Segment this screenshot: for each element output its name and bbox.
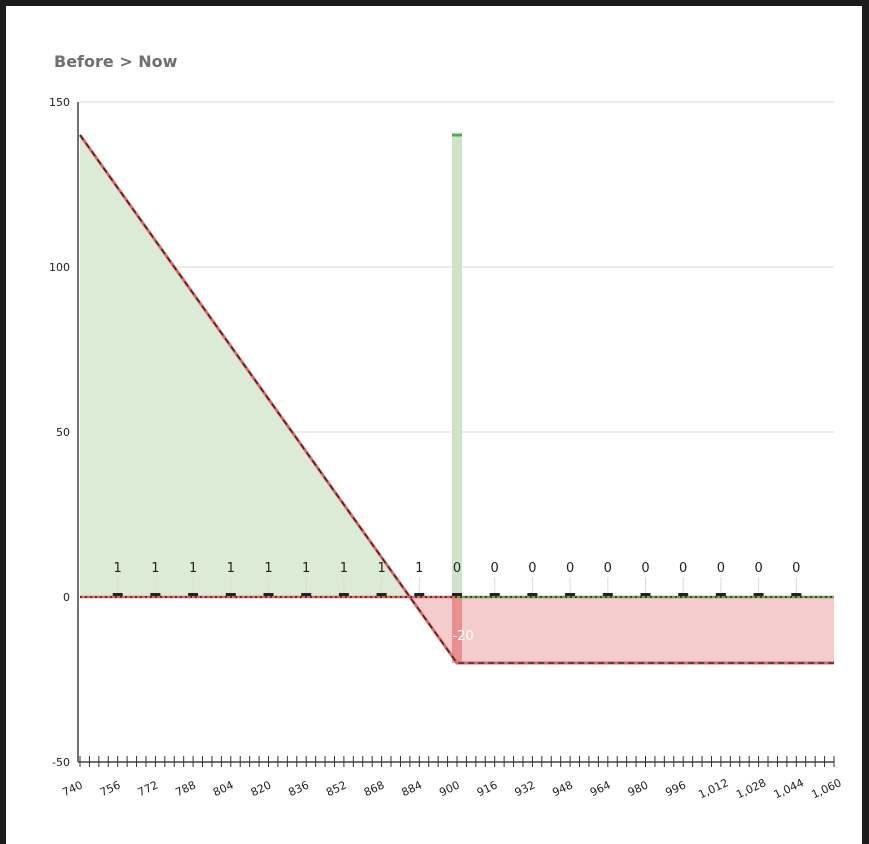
y-tick-label: 100 [49, 261, 70, 274]
count-label: 0 [792, 561, 800, 576]
count-marker [112, 593, 123, 596]
x-tick-label: 756 [98, 778, 123, 799]
x-tick-label: 868 [362, 778, 387, 799]
x-tick-label: 884 [400, 778, 425, 799]
count-marker [338, 593, 349, 596]
count-label: 1 [377, 561, 385, 576]
loss-annotation: -20 [452, 629, 473, 644]
count-marker [188, 593, 199, 596]
x-tick-label: 740 [60, 778, 85, 799]
x-tick-label: 932 [513, 778, 538, 799]
count-label: 0 [604, 561, 612, 576]
count-label: 0 [453, 561, 461, 576]
chart-title: Before > Now [54, 52, 178, 71]
x-tick-label: 916 [475, 778, 500, 799]
count-label: 0 [679, 561, 687, 576]
x-tick-label: 820 [249, 778, 274, 799]
count-label: 0 [491, 561, 499, 576]
count-label: 1 [264, 561, 272, 576]
x-tick-label: 996 [663, 778, 688, 799]
count-label: 1 [114, 561, 122, 576]
count-label: 0 [566, 561, 574, 576]
spike-bar [452, 135, 462, 597]
count-marker [414, 593, 425, 596]
count-marker [565, 593, 576, 596]
count-marker [225, 593, 236, 596]
count-marker [263, 593, 274, 596]
x-tick-label: 852 [324, 778, 349, 799]
count-marker [489, 593, 500, 596]
count-label: 0 [528, 561, 536, 576]
count-marker [791, 593, 802, 596]
x-tick-label: 980 [626, 778, 651, 799]
count-marker [678, 593, 689, 596]
x-tick-label: 788 [173, 778, 198, 799]
axis-layer [77, 102, 835, 767]
count-label: 1 [340, 561, 348, 576]
x-tick-label: 772 [136, 778, 161, 799]
count-label: 0 [754, 561, 762, 576]
y-tick-label: 0 [63, 591, 70, 604]
x-tick-label: 900 [437, 778, 462, 799]
count-label: 0 [717, 561, 725, 576]
x-tick-label: 1,028 [734, 776, 768, 801]
count-marker [150, 593, 161, 596]
count-marker [376, 593, 387, 596]
x-tick-label: 964 [588, 778, 613, 799]
count-marker [640, 593, 651, 596]
x-tick-label: 804 [211, 778, 236, 799]
count-marker [753, 593, 764, 596]
x-tick-label: 948 [550, 778, 575, 799]
payoff-line-dash [79, 134, 834, 664]
line-layer [78, 134, 834, 665]
x-tick-label: 1,060 [809, 776, 843, 801]
x-tick-label: 1,012 [696, 776, 730, 801]
count-label: 1 [151, 561, 159, 576]
count-marker [527, 593, 538, 596]
loss-bar [452, 597, 462, 663]
y-tick-label: 50 [56, 426, 70, 439]
count-label: 0 [641, 561, 649, 576]
x-tick-label: 1,044 [772, 776, 806, 801]
count-label: 1 [189, 561, 197, 576]
count-marker [452, 593, 462, 596]
count-label: 1 [227, 561, 235, 576]
count-marker [715, 593, 726, 596]
count-marker [301, 593, 312, 596]
x-tick-label: 836 [286, 778, 311, 799]
count-label: 1 [415, 561, 423, 576]
y-tick-label: 150 [49, 96, 70, 109]
count-marker [602, 593, 613, 596]
count-label: 1 [302, 561, 310, 576]
loss-area [409, 597, 834, 663]
y-tick-label: -50 [52, 756, 70, 769]
